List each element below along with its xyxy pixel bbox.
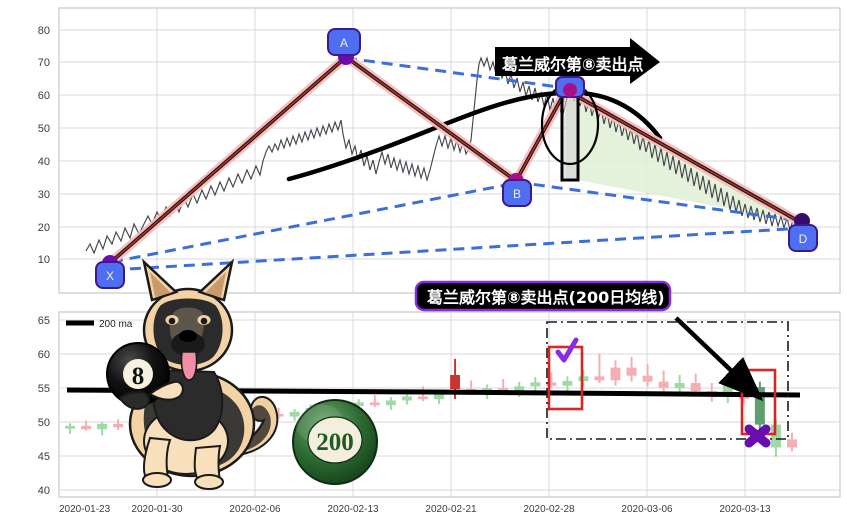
candle-body[interactable] xyxy=(97,423,108,430)
candle-body[interactable] xyxy=(65,425,75,429)
dashed-b-to-d-2 xyxy=(515,180,803,223)
check-marker-icon xyxy=(555,337,579,363)
node-d[interactable]: D xyxy=(788,213,818,252)
upper-ytick: 80 xyxy=(38,25,50,37)
lower-xtick: 2020-02-28 xyxy=(523,504,575,515)
eight-ball-label: 8 xyxy=(132,363,145,390)
candle-body[interactable] xyxy=(610,367,621,381)
candle-body[interactable] xyxy=(642,375,653,382)
candle-body[interactable] xyxy=(81,425,92,430)
lower-y-axis-labels: 65 60 55 50 45 40 xyxy=(38,315,50,497)
candle-body[interactable] xyxy=(562,381,573,386)
candle-body[interactable] xyxy=(594,376,605,381)
dashed-x-to-d xyxy=(111,226,805,272)
candle-body[interactable] xyxy=(418,396,428,400)
lower-ytick: 40 xyxy=(38,485,50,497)
upper-ytick: 70 xyxy=(38,57,50,69)
upper-ma-curve xyxy=(286,90,663,182)
node-label: B xyxy=(513,187,521,201)
candle-body[interactable] xyxy=(369,402,380,406)
upper-ytick: 10 xyxy=(38,254,50,266)
lower-legend: 200 ma xyxy=(66,319,133,330)
legend-label: 200 ma xyxy=(99,319,133,330)
candle-body[interactable] xyxy=(658,381,669,388)
candle-body[interactable] xyxy=(690,383,701,392)
dashed-x-to-b xyxy=(111,181,517,264)
signal-arrow xyxy=(674,316,764,402)
lower-xtick: 2020-02-21 xyxy=(425,504,477,515)
c-candle-fill xyxy=(564,92,576,178)
candle-body[interactable] xyxy=(770,424,781,448)
title-badge-bg xyxy=(414,280,672,312)
entry-highlight-box[interactable] xyxy=(547,345,584,411)
upper-ytick: 30 xyxy=(38,189,50,201)
two-hundred-ball-label: 200 xyxy=(316,429,354,456)
signal-region-box xyxy=(546,321,789,440)
lower-xtick: 2020-02-13 xyxy=(327,504,379,515)
candle-body[interactable] xyxy=(498,388,509,392)
upper-ytick: 20 xyxy=(38,222,50,234)
cross-marker-icon xyxy=(744,424,771,448)
candle-body[interactable] xyxy=(530,382,541,387)
candle-body[interactable] xyxy=(546,382,557,386)
upper-y-axis-labels: 80 70 60 50 40 30 20 10 xyxy=(38,25,50,266)
node-label: A xyxy=(340,36,348,50)
candle-body[interactable] xyxy=(578,376,589,382)
candle-body[interactable] xyxy=(289,411,300,417)
candle-body[interactable] xyxy=(273,413,284,417)
candle-body[interactable] xyxy=(674,383,685,388)
upper-plot-frame xyxy=(58,7,841,294)
dashed-a-to-c xyxy=(345,56,567,90)
lower-title-badge: 葛兰威尔第⑧卖出点(200日均线) xyxy=(414,280,672,312)
node-label: D xyxy=(799,232,808,246)
upper-ytick: 60 xyxy=(38,90,50,102)
lower-ytick: 65 xyxy=(38,315,50,327)
lower-xtick: 2020-03-13 xyxy=(719,504,771,515)
lower-xtick: 2020-01-23 xyxy=(59,504,111,515)
candle-body[interactable] xyxy=(787,439,797,448)
node-a[interactable]: A xyxy=(327,28,361,65)
candle-body[interactable] xyxy=(385,400,396,406)
lower-ytick: 60 xyxy=(38,349,50,361)
candle-body[interactable] xyxy=(353,402,364,406)
annotation-text: 葛兰威尔第⑧卖出点 xyxy=(502,55,644,74)
lower-x-axis-labels: 2020-01-23 2020-01-30 2020-02-06 2020-02… xyxy=(59,504,771,515)
title-badge-text: 葛兰威尔第⑧卖出点(200日均线) xyxy=(427,288,665,307)
lower-xtick: 2020-03-06 xyxy=(621,504,673,515)
candle-body[interactable] xyxy=(450,374,461,390)
lower-ytick: 55 xyxy=(38,383,50,395)
node-b[interactable]: B xyxy=(502,173,532,207)
upper-chart-panel: 80 70 60 50 40 30 20 10 xyxy=(38,7,841,294)
lower-xtick: 2020-01-30 xyxy=(131,504,183,515)
lower-ytick: 45 xyxy=(38,451,50,463)
candle-body[interactable] xyxy=(626,367,637,376)
node-c[interactable] xyxy=(555,76,585,98)
candle-body[interactable] xyxy=(434,394,444,400)
node-markers: X A B D xyxy=(95,28,818,289)
lower-xtick: 2020-02-06 xyxy=(229,504,281,515)
dashed-projection-lines xyxy=(111,56,805,272)
lower-ytick: 50 xyxy=(38,417,50,429)
candle-body[interactable] xyxy=(113,423,124,428)
node-x[interactable]: X xyxy=(95,255,125,289)
sell-point-arrow-annotation: 葛兰威尔第⑧卖出点 xyxy=(495,38,660,84)
candle-body[interactable] xyxy=(754,387,765,425)
german-shepherd-sticker: 8 xyxy=(106,258,279,490)
candle-body[interactable] xyxy=(514,386,525,392)
green-200-ball-sticker: 200 xyxy=(292,399,378,485)
node-label: X xyxy=(106,269,114,283)
candle-body[interactable] xyxy=(401,396,412,401)
upper-ytick: 50 xyxy=(38,123,50,135)
upper-ytick: 40 xyxy=(38,156,50,168)
